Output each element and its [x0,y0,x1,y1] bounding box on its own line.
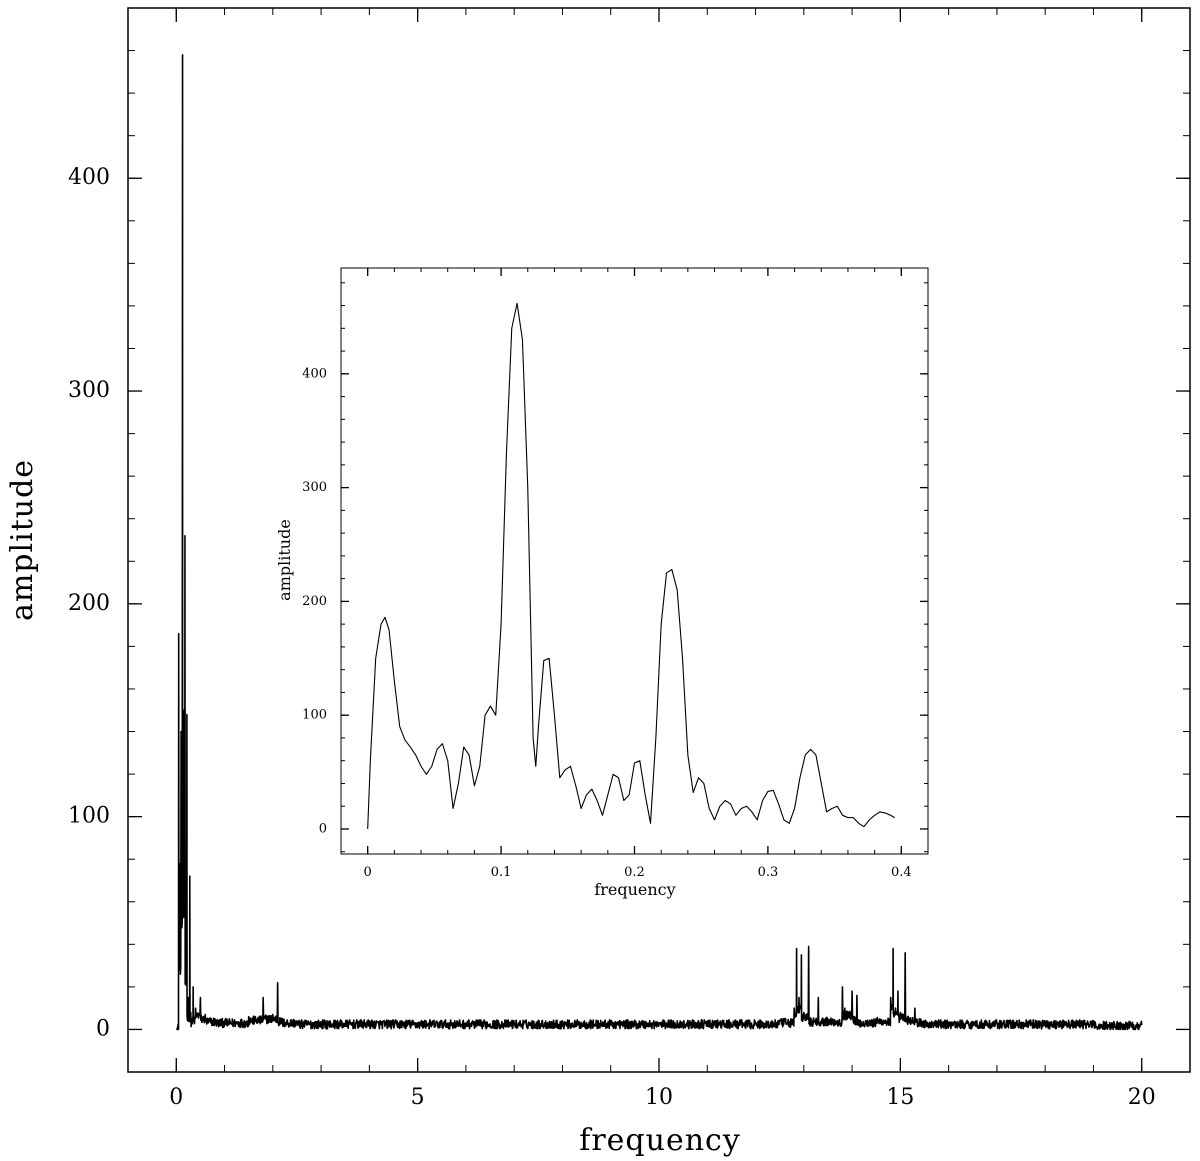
inset-x-tick-label: 0.2 [624,865,645,880]
inset-y-tick-label: 400 [302,366,327,381]
main-chart: 0 5 10 15 20 0 100 200 300 400 frequency amplitu… [5,7,1191,1158]
main-x-tick-label: 20 [1128,1085,1156,1110]
main-series [175,54,1143,1031]
main-x-axis-title: frequency [579,1123,741,1158]
main-y-tick-label: 200 [68,591,110,616]
main-y-tick-label: 400 [68,165,110,190]
main-y-tick-label: 0 [96,1016,110,1041]
inset-background [341,268,928,854]
inset-y-tick-label: 100 [302,708,327,723]
main-x-tick-label: 10 [645,1085,673,1110]
inset-series [367,302,895,829]
main-x-tick-labels: 0 5 10 15 20 [169,1085,1155,1110]
main-y-tick-label: 300 [68,378,110,403]
inset-x-axis-title: frequency [594,880,675,899]
inset-y-tick-labels: 0 100 200 300 400 [302,366,327,836]
inset-x-tick-label: 0 [364,865,372,880]
inset-y-tick-label: 300 [302,480,327,495]
main-series-line [175,54,1143,1031]
main-x-tick-label: 15 [886,1085,914,1110]
main-major-ticks [128,8,1190,1072]
inset-y-tick-label: 0 [319,821,327,836]
main-y-tick-label: 100 [68,804,110,829]
inset-y-tick-label: 200 [302,594,327,609]
inset-x-tick-label: 0.1 [491,865,512,880]
inset-x-tick-label: 0.3 [758,865,779,880]
inset-y-axis-title: amplitude [275,519,294,601]
inset-x-tick-label: 0.4 [891,865,912,880]
main-y-axis-title: amplitude [5,459,40,621]
main-y-tick-labels: 0 100 200 300 400 [68,165,110,1041]
inset-x-tick-labels: 0 0.1 0.2 0.3 0.4 [364,865,912,880]
inset-series-line [367,302,895,829]
inset-major-ticks [341,268,928,854]
main-x-tick-label: 5 [411,1085,425,1110]
main-x-tick-label: 0 [169,1085,183,1110]
inset-chart: 0 0.1 0.2 0.3 0.4 0 100 200 300 400 frequency am… [275,267,929,899]
